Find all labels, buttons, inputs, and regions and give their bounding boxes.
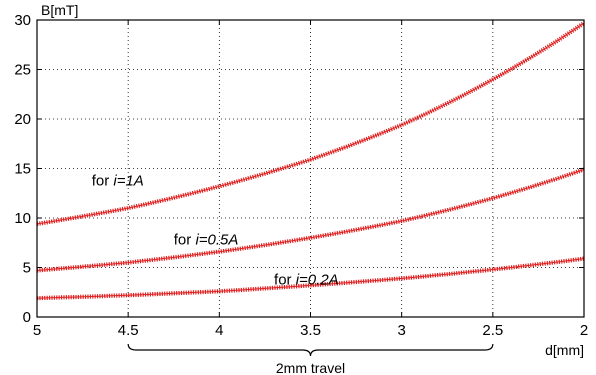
series-annotation: for i=1A [92, 172, 144, 189]
x-tick-label: 3.5 [300, 322, 321, 339]
y-tick-label: 30 [14, 12, 31, 29]
y-tick-label: 25 [14, 62, 31, 79]
y-axis-label: B[mT] [41, 2, 78, 18]
x-tick-label: 2 [580, 322, 588, 339]
x-tick-label: 4.5 [118, 322, 139, 339]
grid [37, 20, 584, 317]
y-tick-label: 20 [14, 111, 31, 128]
x-tick-label: 4 [215, 322, 223, 339]
y-tick-label: 0 [23, 309, 31, 326]
y-tick-label: 5 [23, 260, 31, 277]
series-annotation: for i=0.5A [174, 232, 239, 249]
series-annotation: for i=0.2A [274, 271, 339, 288]
series-line-core-2 [36, 169, 585, 271]
annotations: for i=1A for i=0.5A for i=0.2A [92, 172, 339, 288]
travel-brace [127, 343, 494, 357]
series-line-core-3 [36, 258, 585, 299]
y-tick-label: 10 [14, 210, 31, 227]
x-tick-label: 2.5 [482, 322, 503, 339]
series-line-1 [36, 21, 586, 226]
x-tick-label: 5 [33, 322, 41, 339]
y-tick-label: 15 [14, 161, 31, 178]
x-axis-label: d[mm] [545, 342, 584, 358]
series-line-core-1 [36, 22, 585, 225]
x-tick-label: 3 [397, 322, 405, 339]
series-lines [36, 21, 586, 301]
travel-label: 2mm travel [276, 360, 345, 375]
